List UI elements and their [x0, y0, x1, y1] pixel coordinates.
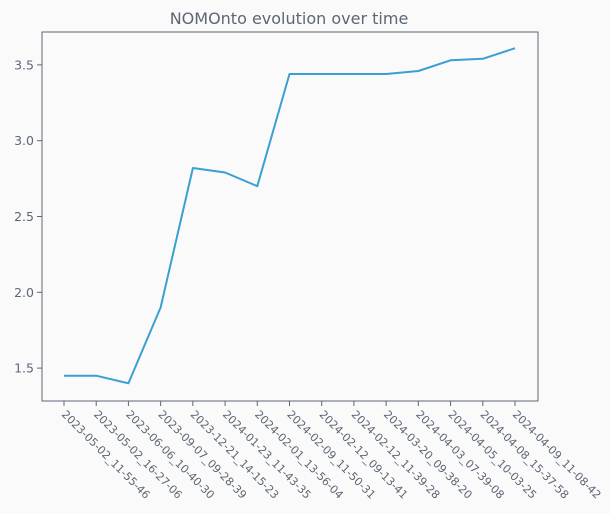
x-axis: 2023-05-02_11-55-462023-05-02_16-27-0620… — [59, 401, 603, 502]
chart-title: NOMOnto evolution over time — [170, 9, 409, 28]
y-tick-label: 2.5 — [14, 209, 34, 224]
series-line — [64, 47, 516, 385]
plot-area-frame — [41, 31, 539, 402]
y-tick-label: 3.0 — [14, 133, 34, 148]
y-tick-label: 3.5 — [14, 57, 34, 72]
y-tick-label: 1.5 — [14, 361, 34, 376]
y-tick-label: 2.0 — [14, 285, 34, 300]
y-axis: 1.5 2.0 2.5 3.0 3.5 — [14, 57, 42, 376]
